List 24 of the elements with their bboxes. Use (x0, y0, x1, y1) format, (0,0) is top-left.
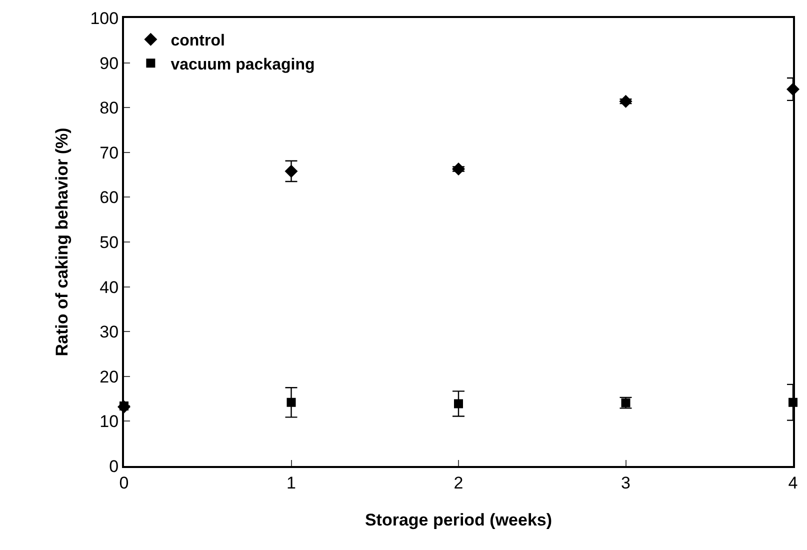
point (284, 164, 298, 178)
legend-label: control (170, 32, 225, 50)
y-tick-label: 60 (100, 188, 119, 208)
x-tick-label: 1 (286, 473, 296, 492)
y-tick-label: 40 (100, 278, 119, 297)
legend-label: vacuum packaging (170, 56, 315, 74)
point (454, 399, 463, 408)
y-axis-title: Ratio of caking behavior (%) (52, 128, 72, 356)
x-tick-label: 3 (621, 473, 630, 492)
x-tick-label: 2 (454, 473, 464, 492)
x-axis-title: Storage period (weeks) (364, 510, 552, 530)
y-tick-label: 30 (100, 322, 119, 342)
y-tick-label: 80 (100, 98, 119, 118)
x-tick-label: 4 (788, 473, 798, 492)
point (286, 398, 296, 407)
y-tick-label: 100 (90, 8, 119, 28)
y-tick-label: 70 (100, 143, 119, 162)
y-tick-label: 0 (109, 456, 119, 476)
point (619, 94, 632, 108)
point (452, 162, 465, 176)
y-tick-label: 10 (100, 412, 119, 432)
y-tick-label: 50 (100, 232, 119, 252)
y-tick-label: 90 (100, 54, 119, 73)
y-tick-label: 20 (100, 367, 119, 386)
